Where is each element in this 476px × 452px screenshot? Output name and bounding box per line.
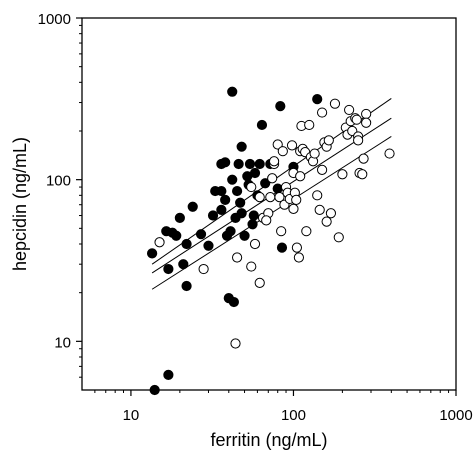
open-data-point <box>246 261 257 272</box>
filled-data-point <box>256 119 268 131</box>
filled-data-point <box>239 230 250 241</box>
filled-data-point <box>174 212 185 224</box>
open-data-point <box>154 237 165 248</box>
open-data-point <box>198 263 209 275</box>
open-data-point <box>291 242 303 253</box>
data-points <box>147 86 395 396</box>
filled-data-point <box>216 158 227 170</box>
open-data-point <box>295 171 306 182</box>
open-data-point <box>325 208 337 219</box>
open-data-point <box>323 135 334 146</box>
filled-data-point <box>181 238 192 250</box>
open-data-point <box>301 226 312 237</box>
filled-data-point <box>216 204 227 216</box>
open-data-point <box>358 153 369 164</box>
axis-ticks: 10 100 1000 10 100 1000 <box>38 11 473 424</box>
open-data-point <box>254 277 265 288</box>
open-data-point <box>353 135 364 146</box>
filled-data-point <box>249 167 261 179</box>
open-data-point <box>361 108 372 120</box>
open-data-point <box>268 156 280 167</box>
open-data-point <box>291 194 302 205</box>
filled-data-point <box>167 227 178 238</box>
filled-data-point <box>248 210 259 221</box>
open-data-point <box>361 117 372 128</box>
open-data-point <box>277 146 288 157</box>
filled-data-point <box>247 219 258 230</box>
plot-frame <box>81 17 457 391</box>
x-tick-label: 10 <box>123 407 140 424</box>
y-tick-label: 100 <box>46 173 71 190</box>
open-data-point <box>351 114 362 125</box>
y-axis-label: hepcidin (ng/mL) <box>10 137 30 271</box>
open-data-point <box>316 107 328 118</box>
open-data-point <box>344 104 355 116</box>
filled-data-point <box>276 242 288 253</box>
open-data-point <box>309 148 320 159</box>
open-data-point <box>333 232 344 243</box>
open-data-point <box>304 119 315 131</box>
filled-data-point <box>147 248 158 259</box>
y-tick-label: 1000 <box>38 11 71 28</box>
open-data-point <box>249 238 261 250</box>
open-data-point <box>384 148 395 159</box>
filled-data-point <box>233 158 244 170</box>
x-tick-label: 100 <box>281 407 306 424</box>
filled-data-point <box>178 259 189 270</box>
open-data-point <box>246 181 257 193</box>
open-data-point <box>265 192 276 203</box>
filled-data-point <box>149 384 160 396</box>
filled-data-point <box>203 240 214 251</box>
filled-data-point <box>236 141 247 152</box>
filled-data-point <box>235 197 246 208</box>
filled-data-point <box>236 208 247 219</box>
open-data-point <box>254 192 265 203</box>
filled-data-point <box>227 86 238 97</box>
x-tick-label: 1000 <box>439 407 472 424</box>
filled-data-point <box>187 201 198 212</box>
open-data-point <box>329 98 341 109</box>
open-data-point <box>286 140 298 151</box>
filled-data-point <box>163 263 174 275</box>
filled-data-point <box>275 101 286 112</box>
open-data-point <box>272 139 283 150</box>
filled-data-point <box>312 94 323 105</box>
filled-data-point <box>216 185 227 197</box>
open-data-point <box>337 169 348 180</box>
filled-data-point <box>207 210 219 221</box>
filled-data-point <box>272 183 283 194</box>
open-data-point <box>316 164 328 175</box>
open-data-point <box>321 216 332 227</box>
filled-data-point <box>244 158 256 170</box>
open-data-point <box>314 204 325 216</box>
open-data-point <box>274 192 285 203</box>
filled-data-point <box>227 174 238 185</box>
filled-data-point <box>181 280 192 292</box>
open-data-point <box>261 215 272 226</box>
filled-data-point <box>220 194 231 205</box>
open-data-point <box>232 252 243 263</box>
open-data-point <box>276 226 287 237</box>
filled-data-point <box>260 178 271 189</box>
filled-data-point <box>228 296 239 308</box>
filled-data-point <box>254 158 265 170</box>
filled-data-point <box>232 185 243 197</box>
open-data-point <box>230 338 241 349</box>
filled-data-point <box>163 369 174 380</box>
filled-data-point <box>225 226 236 237</box>
x-axis-label: ferritin (ng/mL) <box>210 430 327 450</box>
y-tick-label: 10 <box>54 334 71 351</box>
open-data-point <box>312 190 323 201</box>
open-data-point <box>357 169 368 180</box>
open-data-point <box>293 252 304 263</box>
filled-data-point <box>195 229 207 240</box>
open-data-point <box>288 203 299 214</box>
open-data-point <box>267 173 278 184</box>
